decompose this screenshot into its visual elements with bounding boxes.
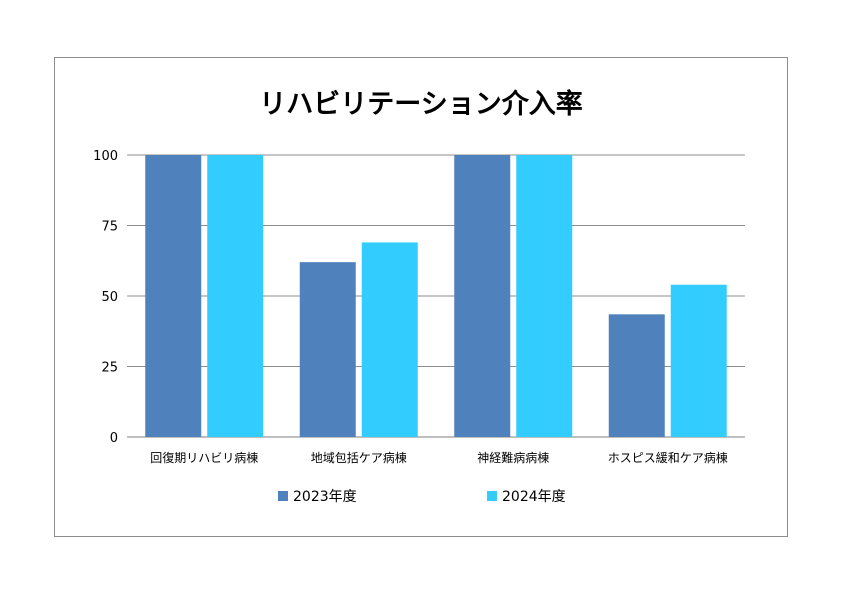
y-tick-label: 75 — [101, 220, 118, 235]
bars — [145, 155, 727, 437]
y-tick-label: 50 — [101, 290, 118, 305]
y-axis-ticks: 0 25 50 75 100 — [93, 149, 118, 446]
legend-label: 2023年度 — [293, 489, 357, 505]
bar — [207, 155, 264, 437]
legend: 2023年度 2024年度 — [278, 489, 566, 505]
bar — [516, 155, 573, 437]
category-labels: 回復期リハビリ病棟 地域包括ケア病棟 神経難病病棟 ホスピス緩和ケア病棟 — [150, 450, 728, 465]
legend-swatch — [487, 491, 497, 501]
legend-label: 2024年度 — [502, 489, 566, 505]
category-label: 回復期リハビリ病棟 — [150, 450, 258, 465]
bar — [454, 155, 511, 437]
bar — [145, 155, 202, 437]
legend-swatch — [278, 491, 288, 501]
chart-title: リハビリテーション介入率 — [259, 89, 583, 120]
bar — [299, 262, 356, 437]
y-tick-label: 100 — [93, 149, 118, 164]
category-label: ホスピス緩和ケア病棟 — [608, 450, 728, 465]
category-label: 地域包括ケア病棟 — [311, 450, 407, 465]
category-label: 神経難病病棟 — [477, 450, 549, 465]
y-tick-label: 0 — [110, 431, 118, 446]
bar — [670, 284, 727, 437]
bar — [361, 242, 418, 437]
bar — [608, 314, 665, 437]
y-tick-label: 25 — [101, 361, 118, 376]
